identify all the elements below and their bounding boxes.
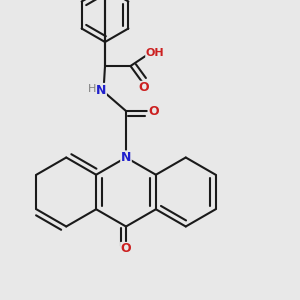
Text: O: O xyxy=(148,104,159,118)
Text: N: N xyxy=(96,83,106,97)
Text: O: O xyxy=(139,81,149,94)
Text: H: H xyxy=(88,84,96,94)
Text: O: O xyxy=(121,242,131,256)
Text: OH: OH xyxy=(146,47,164,58)
Text: N: N xyxy=(121,151,131,164)
